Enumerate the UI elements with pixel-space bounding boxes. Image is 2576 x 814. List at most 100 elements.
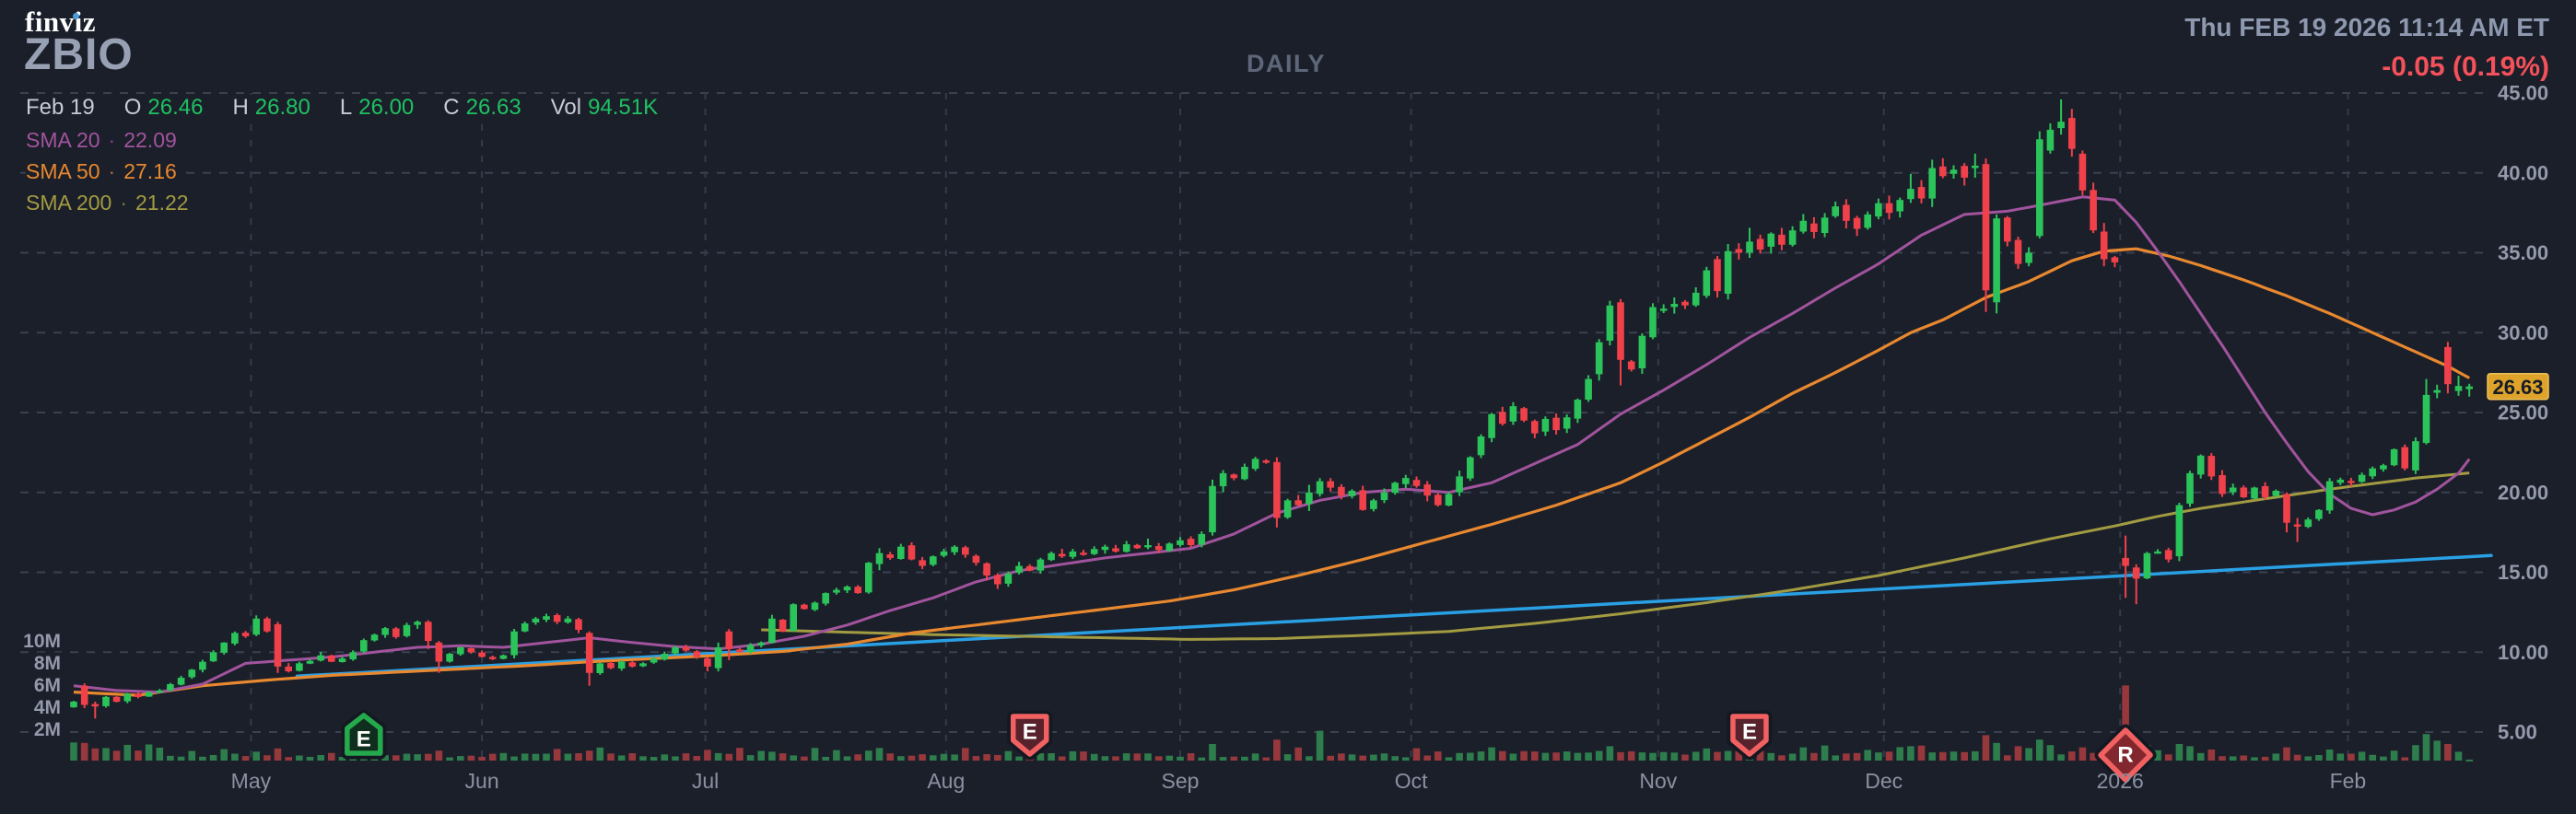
candle-body xyxy=(1627,361,1635,370)
quote-field-value: 26.00 xyxy=(358,95,415,120)
candle xyxy=(1724,244,1732,300)
volume-bar xyxy=(1133,753,1142,761)
month-label: Sep xyxy=(1162,769,1200,793)
volume-bar xyxy=(1456,752,1463,761)
candle xyxy=(2454,376,2463,396)
volume-bar xyxy=(1359,755,1366,761)
volume-bar xyxy=(661,754,669,761)
volume-bar xyxy=(2078,747,2087,761)
volume-bar xyxy=(1692,751,1700,761)
candle-body xyxy=(2380,465,2387,470)
candle-body xyxy=(2036,139,2043,237)
candle xyxy=(2369,466,2376,480)
candle-body xyxy=(1338,486,1345,496)
volume-bar xyxy=(822,756,829,761)
volume-bar xyxy=(1112,756,1119,761)
candle-body xyxy=(1638,335,1646,368)
candle-body xyxy=(746,645,755,653)
volume-bar xyxy=(1617,751,1624,761)
candle xyxy=(822,592,829,606)
candle xyxy=(360,638,368,654)
candle-body xyxy=(306,660,314,664)
candle xyxy=(2186,471,2194,507)
candle xyxy=(1412,476,1421,488)
volume-bar xyxy=(1348,754,1356,761)
quote-field-label: Vol xyxy=(550,95,582,120)
candle-body xyxy=(564,618,572,622)
candle xyxy=(693,650,701,659)
candle-body xyxy=(2186,472,2194,504)
volume-bar xyxy=(811,748,819,761)
candlestick-layer xyxy=(70,99,2473,719)
candle-body xyxy=(2325,481,2334,511)
candle-body xyxy=(951,546,958,552)
candle-body xyxy=(177,678,185,685)
split-badge[interactable]: R xyxy=(2094,724,2157,786)
candle xyxy=(446,652,453,663)
candle-body xyxy=(2358,474,2366,483)
volume-bar xyxy=(1756,750,1764,761)
volume-bar xyxy=(2454,751,2463,761)
candle-body xyxy=(1520,408,1528,421)
volume-bar xyxy=(1853,752,1861,761)
candle xyxy=(1896,197,1903,218)
volume-bar xyxy=(2025,748,2032,761)
candle xyxy=(2014,237,2022,269)
volume-bar xyxy=(1982,735,1990,761)
candle-body xyxy=(2196,455,2205,475)
candle xyxy=(1746,227,1753,258)
candle xyxy=(2229,483,2237,495)
candle xyxy=(575,618,582,634)
volume-bar xyxy=(1928,752,1936,761)
volume-bar xyxy=(1069,750,1077,761)
candle xyxy=(1327,478,1334,492)
price-axis-label: 5.00 xyxy=(2498,721,2537,744)
volume-bar xyxy=(1273,739,1281,761)
candle-body xyxy=(585,633,593,673)
candle xyxy=(156,689,164,693)
candle xyxy=(2196,454,2205,479)
candle xyxy=(2132,564,2140,605)
candle xyxy=(499,654,508,659)
volume-bar xyxy=(2336,753,2345,761)
candle xyxy=(596,662,604,675)
candle-body xyxy=(1241,467,1248,480)
candle-body xyxy=(704,658,711,667)
earnings-badge[interactable]: E xyxy=(1727,710,1773,761)
earnings-badge[interactable]: E xyxy=(341,709,387,760)
candle-body xyxy=(370,634,379,641)
earnings-badge[interactable]: E xyxy=(1007,710,1053,761)
quote-field-value: 94.51K xyxy=(588,95,659,120)
volume-bar xyxy=(1101,756,1109,761)
candle-body xyxy=(1972,165,1979,169)
candle xyxy=(349,650,357,661)
finviz-logo[interactable]: finviz xyxy=(25,6,96,39)
event-badges-layer: E E ER xyxy=(341,709,2157,786)
candle xyxy=(757,641,765,648)
candle-body xyxy=(736,649,744,653)
candle xyxy=(1338,483,1345,500)
candle-body xyxy=(1402,478,1410,484)
candle xyxy=(1843,199,1850,229)
volume-bar xyxy=(1907,746,1914,761)
candle-body xyxy=(854,587,861,594)
candle xyxy=(2380,463,2387,472)
candle-body xyxy=(2046,129,2055,151)
candle-body xyxy=(1380,492,1388,501)
candle-body xyxy=(1283,500,1292,517)
volume-bar xyxy=(1832,755,1839,761)
candle xyxy=(306,658,314,665)
candle xyxy=(1585,375,1592,402)
volume-bar xyxy=(1799,747,1808,761)
candle-body xyxy=(1456,476,1463,493)
volume-bar xyxy=(2196,752,2205,761)
volume-bar xyxy=(607,753,615,761)
volume-bar xyxy=(2251,757,2258,761)
candle-body xyxy=(596,663,604,673)
candle xyxy=(875,548,884,571)
candle-body xyxy=(2412,441,2419,471)
volume-bar xyxy=(80,742,88,761)
badge-shape xyxy=(345,713,383,756)
candle xyxy=(1563,414,1571,434)
